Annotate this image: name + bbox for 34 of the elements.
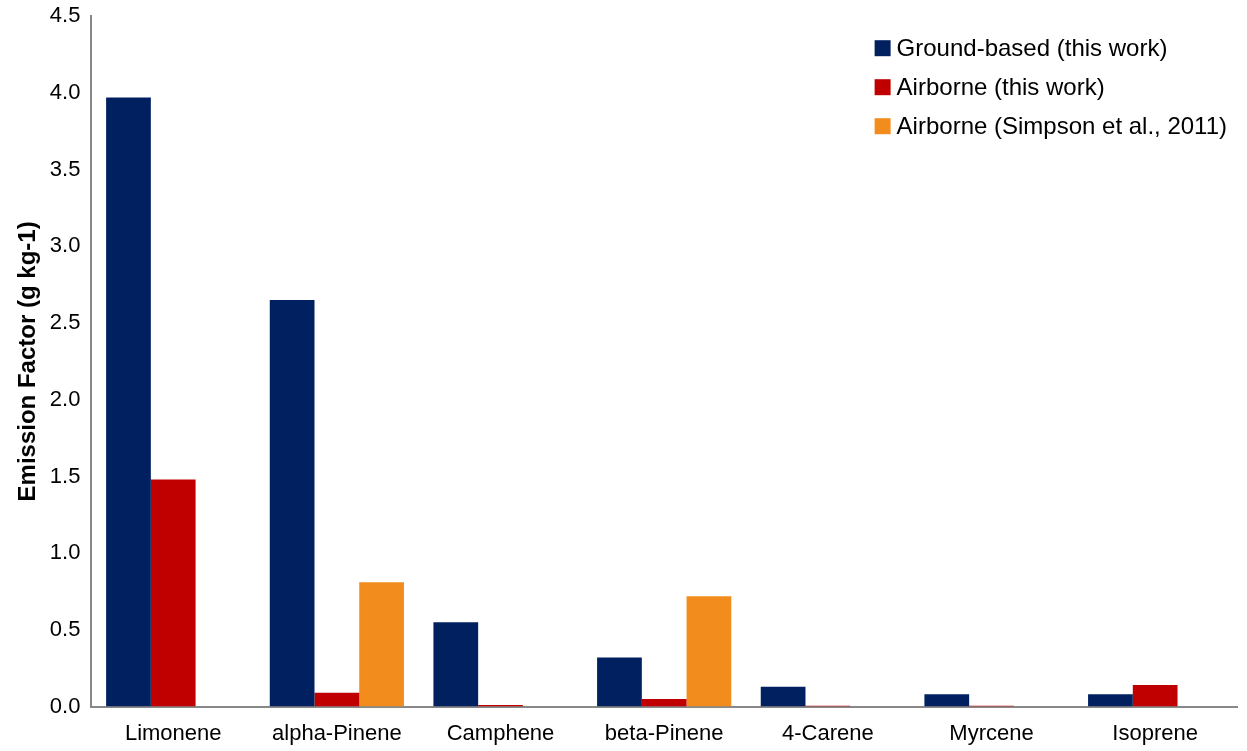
x-tick-label: Myrcene bbox=[949, 719, 1034, 745]
legend-label: Ground-based (this work) bbox=[896, 33, 1168, 61]
bar bbox=[433, 622, 479, 707]
y-tick-label: 2.0 bbox=[49, 385, 81, 411]
bar bbox=[150, 479, 196, 707]
x-tick-label: Isoprene bbox=[1112, 719, 1198, 745]
legend-label: Airborne (this work) bbox=[896, 72, 1105, 100]
y-tick-label: 0.0 bbox=[49, 692, 81, 718]
x-tick-label: beta-Pinene bbox=[604, 719, 724, 745]
x-tick-label: Limonene bbox=[124, 719, 222, 745]
legend-label: Airborne (Simpson et al., 2011) bbox=[896, 111, 1227, 139]
bar bbox=[269, 300, 315, 707]
x-tick-label: alpha-Pinene bbox=[272, 719, 402, 745]
x-tick-label: 4-Carene bbox=[781, 719, 874, 745]
y-tick-label: 1.5 bbox=[49, 462, 81, 488]
y-tick-label: 2.5 bbox=[49, 309, 81, 335]
y-tick-label: 0.5 bbox=[49, 615, 81, 641]
bar bbox=[686, 596, 732, 707]
bar bbox=[760, 686, 806, 707]
y-tick-label: 3.5 bbox=[49, 155, 81, 181]
bar bbox=[1088, 694, 1133, 707]
y-tick-label: 1.0 bbox=[49, 539, 81, 565]
bar bbox=[597, 657, 642, 707]
x-tick-label: Camphene bbox=[446, 719, 555, 745]
y-tick-label: 4.5 bbox=[49, 2, 81, 28]
bar bbox=[359, 582, 404, 707]
y-axis-title: Emission Factor (g kg-1) bbox=[13, 221, 41, 502]
bar bbox=[314, 692, 360, 707]
y-tick-label: 3.0 bbox=[49, 232, 81, 258]
bar bbox=[1132, 685, 1178, 707]
y-tick-label: 4.0 bbox=[49, 78, 81, 104]
bar bbox=[641, 698, 687, 707]
bar bbox=[924, 694, 970, 707]
bar bbox=[106, 97, 151, 707]
